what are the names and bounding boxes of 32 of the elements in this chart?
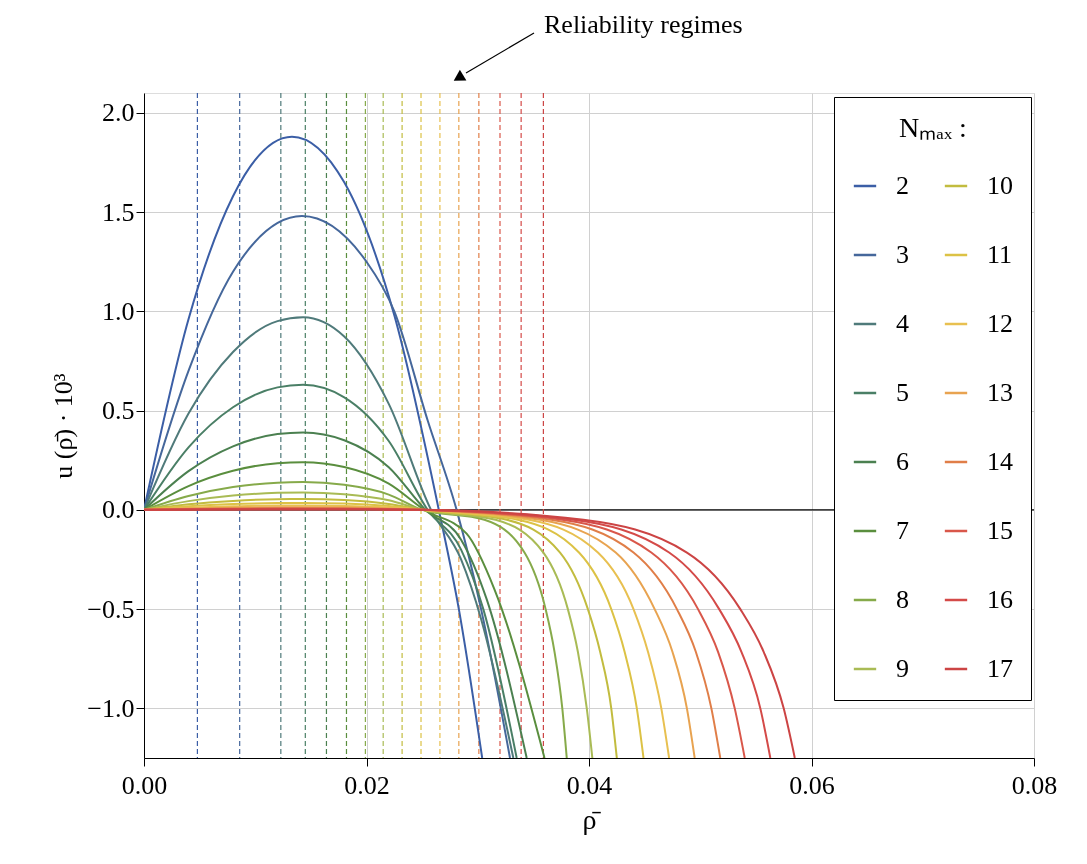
y-tick-label: −0.5 [87,594,135,624]
legend-label: 2 [896,171,909,200]
x-axis-title: ρ̄ [582,803,602,835]
legend-label: 9 [896,654,909,683]
text: Reliability regimes [544,10,743,39]
y-tick-label: 2.0 [102,98,135,128]
x-tick-label: 0.06 [789,770,835,800]
legend-label: 15 [987,516,1013,545]
legend-label: 14 [987,447,1013,476]
legend-label: 17 [987,654,1013,683]
legend-label: 5 [896,378,909,407]
x-tick-label: 0.00 [121,770,168,800]
y-tick-label: 1.5 [102,197,135,227]
legend-label: 8 [896,585,909,614]
legend-label: 10 [987,171,1013,200]
legend-label: 3 [896,240,909,269]
x-tick-label: 0.08 [1011,770,1058,800]
legend-label: 11 [987,240,1013,269]
y-tick-label: 1.0 [102,296,135,326]
legend-label: 13 [987,378,1013,407]
y-tick-label: 0.5 [102,396,135,426]
legend-label: 6 [896,447,909,476]
y-axis-title: u (ρ̄) · 10³ [49,373,79,479]
y-tick-label: 0.0 [102,495,135,525]
y-tick-label: −1.0 [87,693,135,723]
legend-label: 4 [896,309,909,338]
legend-label: 7 [896,516,909,545]
legend-label: 12 [987,309,1013,338]
x-tick-label: 0.02 [344,770,390,800]
legend-title: Nₘₐₓ : [899,112,967,143]
x-tick-label: 0.04 [566,770,613,800]
legend-label: 16 [987,585,1013,614]
